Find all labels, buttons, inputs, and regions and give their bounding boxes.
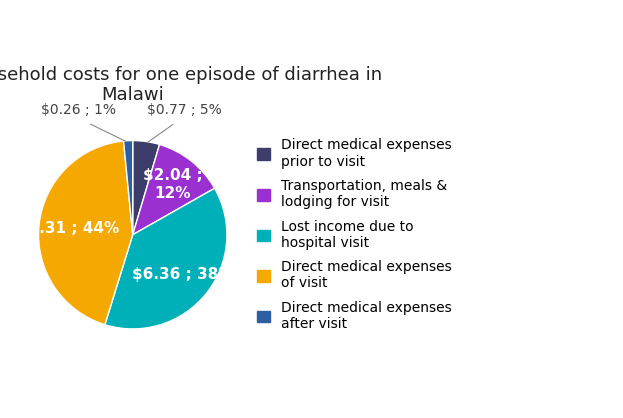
- Wedge shape: [133, 145, 215, 235]
- Text: $0.26 ; 1%: $0.26 ; 1%: [40, 103, 116, 117]
- Wedge shape: [123, 140, 133, 235]
- Wedge shape: [133, 140, 159, 235]
- Legend: Direct medical expenses
prior to visit, Transportation, meals &
lodging for visi: Direct medical expenses prior to visit, …: [257, 138, 452, 331]
- Title: Average household costs for one episode of diarrhea in
Malawi: Average household costs for one episode …: [0, 66, 382, 104]
- Wedge shape: [105, 188, 227, 329]
- Text: $6.36 ; 38%: $6.36 ; 38%: [132, 268, 234, 283]
- Wedge shape: [39, 141, 133, 325]
- Text: $2.04 ;
12%: $2.04 ; 12%: [143, 168, 202, 201]
- Text: $0.77 ; 5%: $0.77 ; 5%: [147, 103, 222, 117]
- Text: $7.31 ; 44%: $7.31 ; 44%: [19, 221, 120, 236]
